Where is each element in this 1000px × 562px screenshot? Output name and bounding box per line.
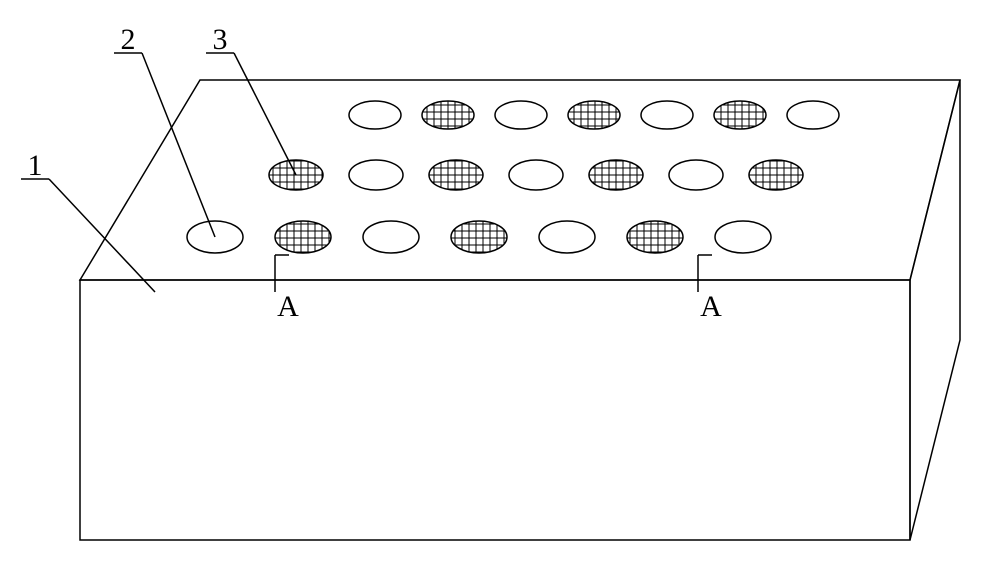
hole-filled	[749, 160, 803, 190]
section-marker-label: A	[277, 290, 299, 323]
section-marker-label: A	[700, 290, 722, 323]
hole-filled	[627, 221, 683, 253]
hole-filled	[429, 160, 483, 190]
hole-empty	[495, 101, 547, 129]
callout-label: 3	[213, 23, 228, 56]
hole-filled	[451, 221, 507, 253]
hole-filled	[568, 101, 620, 129]
hole-empty	[363, 221, 419, 253]
hole-empty	[509, 160, 563, 190]
hole-empty	[349, 101, 401, 129]
hole-empty	[787, 101, 839, 129]
diagram-svg: A A 1 2 3	[0, 0, 1000, 562]
callout-leader	[234, 53, 296, 175]
block-front-face	[80, 280, 910, 540]
hole-empty	[669, 160, 723, 190]
hole-empty	[349, 160, 403, 190]
block-right-face	[910, 80, 960, 540]
hole-filled	[714, 101, 766, 129]
callout-label: 1	[28, 149, 43, 182]
hole-empty	[641, 101, 693, 129]
callout-leader	[49, 179, 155, 292]
hole-empty	[539, 221, 595, 253]
hole-empty	[715, 221, 771, 253]
hole-filled	[422, 101, 474, 129]
hole-filled	[275, 221, 331, 253]
hole-filled	[589, 160, 643, 190]
callout-label: 2	[121, 23, 136, 56]
